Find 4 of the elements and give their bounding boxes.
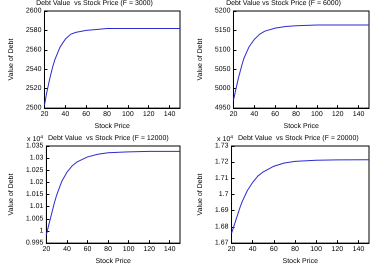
line-series [46,150,180,236]
line-series [44,28,180,106]
line-series [231,159,370,234]
line-series [232,24,370,101]
